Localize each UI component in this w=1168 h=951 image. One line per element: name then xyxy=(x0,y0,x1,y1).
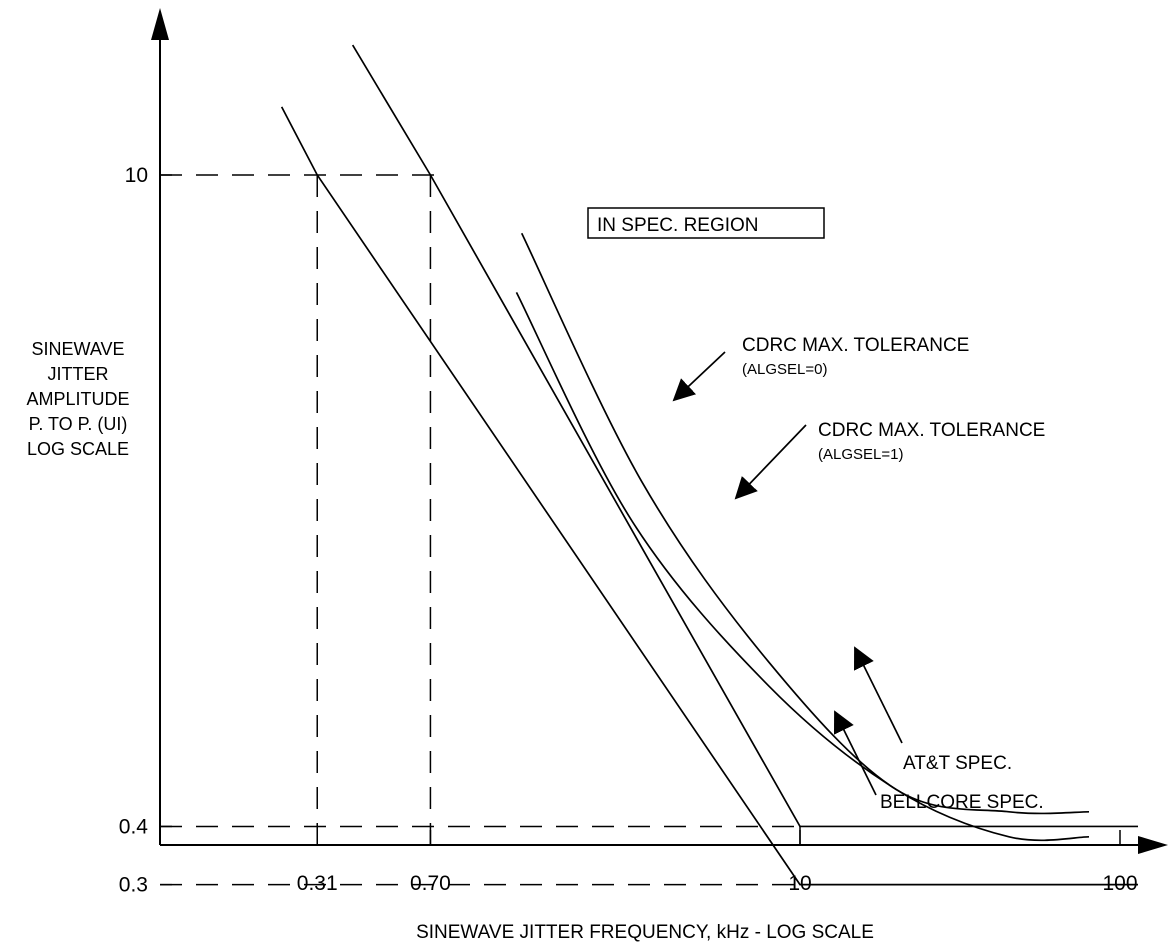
annotation-bellcore-text: BELLCORE SPEC. xyxy=(880,792,1044,813)
annotation-algsel0-sub: (ALGSEL=0) xyxy=(742,361,827,378)
tick-labels: 10 0.4 0.3 0.31 0.70 10 100 xyxy=(119,164,1138,897)
axis-ticks xyxy=(160,175,1120,885)
in-spec-region-label: IN SPEC. REGION xyxy=(588,208,824,238)
x-tick-label-10: 10 xyxy=(788,872,811,895)
y-axis-label-line: SINEWAVE xyxy=(31,339,124,359)
annotations: CDRC MAX. TOLERANCE (ALGSEL=0) CDRC MAX. T… xyxy=(674,335,1045,813)
annotation-att-text: AT&T SPEC. xyxy=(903,753,1012,774)
y-axis-label-line: AMPLITUDE xyxy=(26,389,129,409)
annotation-algsel1-sub: (ALGSEL=1) xyxy=(818,446,903,463)
y-tick-label-0.4: 0.4 xyxy=(119,815,149,838)
y-tick-label-10: 10 xyxy=(125,164,148,187)
in-spec-region-text: IN SPEC. REGION xyxy=(597,215,759,236)
annotation-algsel0-title: CDRC MAX. TOLERANCE xyxy=(742,335,969,356)
annotation-arrow-att xyxy=(855,648,902,743)
y-axis-label-line: JITTER xyxy=(48,364,109,384)
y-axis-label-line: P. TO P. (UI) xyxy=(29,414,128,434)
reference-guides xyxy=(160,175,800,885)
y-axis-arrow xyxy=(151,8,169,40)
y-axis-label-line: LOG SCALE xyxy=(27,439,129,459)
x-axis-arrow xyxy=(1138,836,1168,854)
x-axis-label: SINEWAVE JITTER FREQUENCY, kHz - LOG SCA… xyxy=(416,922,874,943)
annotation-algsel1-title: CDRC MAX. TOLERANCE xyxy=(818,420,1045,441)
x-tick-label-0.70: 0.70 xyxy=(410,872,451,895)
annotation-arrow-algsel1 xyxy=(736,425,806,498)
annotation-arrow-algsel0 xyxy=(674,352,725,400)
x-tick-label-0.31: 0.31 xyxy=(297,872,338,895)
x-tick-label-100: 100 xyxy=(1102,872,1137,895)
y-axis-label: SINEWAVE JITTER AMPLITUDE P. TO P. (UI) LOG … xyxy=(26,339,129,459)
y-tick-label-0.3: 0.3 xyxy=(119,874,148,897)
annotation-arrow-bellcore xyxy=(835,712,876,795)
series-cdrc-max-tolerance-algsel-0- xyxy=(522,233,1089,813)
